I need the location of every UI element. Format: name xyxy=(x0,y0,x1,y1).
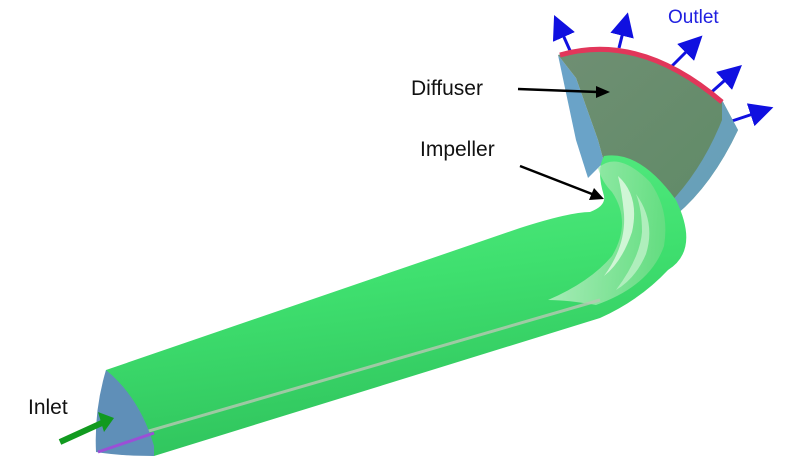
impeller-blade-2 xyxy=(616,194,650,290)
diffuser-label: Diffuser xyxy=(411,77,483,100)
diffuser-edge xyxy=(668,100,738,215)
diffuser-leader xyxy=(517,87,599,94)
inlet-face xyxy=(95,370,154,456)
shaft-line xyxy=(103,298,601,446)
inlet-arrow-head xyxy=(98,412,114,432)
outlet-arrow-2 xyxy=(610,12,634,49)
inlet-arrow xyxy=(58,419,106,445)
inlet-edge xyxy=(97,431,155,454)
outlet-label: Outlet xyxy=(668,7,719,28)
impeller-leader-head xyxy=(589,188,604,200)
outlet-rim xyxy=(559,46,724,104)
impeller-leader xyxy=(519,164,593,196)
inlet-label: Inlet xyxy=(28,396,68,419)
impeller-label: Impeller xyxy=(420,138,495,161)
diffuser-side-wall xyxy=(558,55,604,178)
impeller-blade-1 xyxy=(604,176,635,276)
inlet-pipe xyxy=(96,155,687,456)
outlet-arrow-3 xyxy=(670,35,703,68)
diffuser-leader-head xyxy=(596,86,610,98)
